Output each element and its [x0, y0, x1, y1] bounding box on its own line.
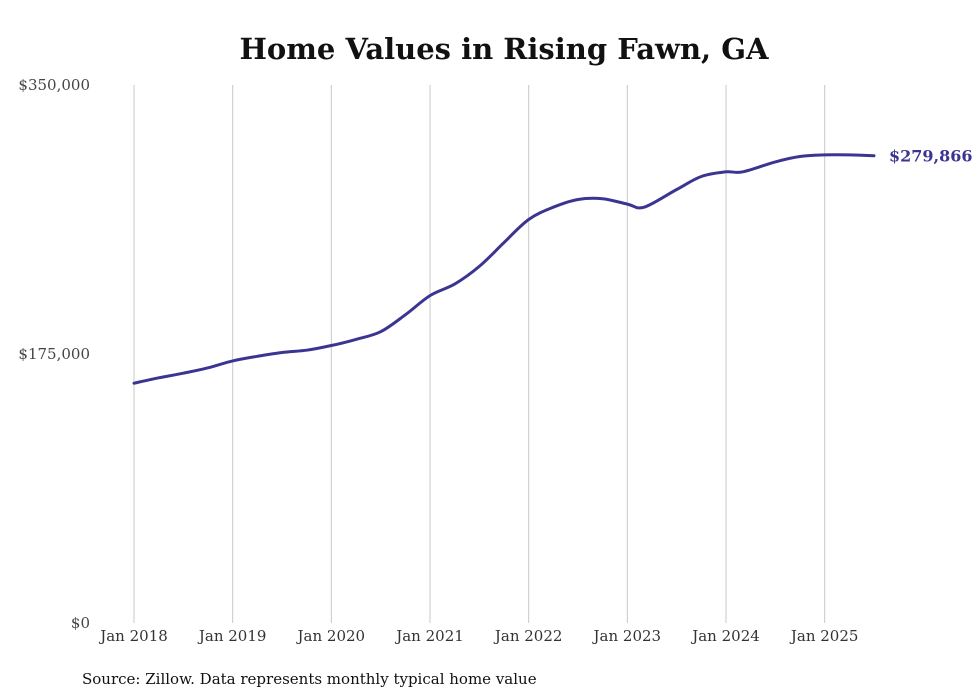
- x-tick-label-1: Jan 2019: [197, 627, 267, 645]
- y-tick-label-2: $350,000: [18, 76, 90, 94]
- x-tick-label-2: Jan 2020: [296, 627, 366, 645]
- x-tick-label-4: Jan 2022: [493, 627, 563, 645]
- x-tick-label-5: Jan 2023: [592, 627, 662, 645]
- x-tick-label-6: Jan 2024: [690, 627, 760, 645]
- home-value-line: [132, 153, 876, 385]
- x-gridlines: [133, 85, 826, 623]
- y-axis-ticks: $0 $175,000 $350,000: [18, 76, 90, 632]
- y-tick-label-0: $0: [71, 614, 90, 632]
- x-axis-ticks: Jan 2018 Jan 2019 Jan 2020 Jan 2021 Jan 2022…: [98, 627, 858, 645]
- end-value-label: $279,866: [889, 147, 973, 166]
- x-tick-label-3: Jan 2021: [394, 627, 464, 645]
- y-tick-label-1: $175,000: [18, 345, 90, 363]
- x-tick-label-7: Jan 2025: [789, 627, 859, 645]
- chart-title: Home Values in Rising Fawn, GA: [240, 32, 769, 66]
- source-note: Source: Zillow. Data represents monthly …: [82, 670, 537, 688]
- x-tick-label-0: Jan 2018: [98, 627, 168, 645]
